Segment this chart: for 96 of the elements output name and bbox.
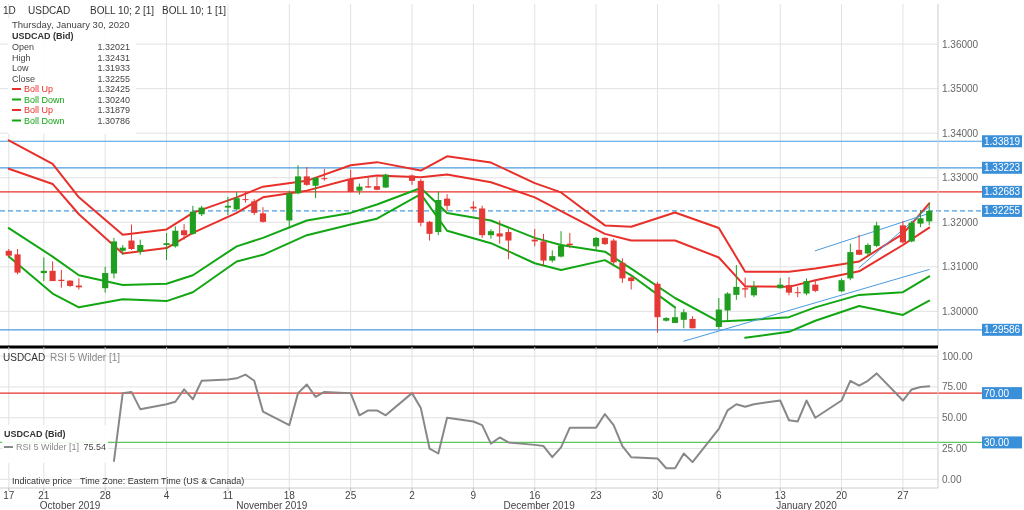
chart-title: USDCAD: [28, 5, 71, 16]
annotation: BOLL 10; 2 [1]: [90, 5, 155, 16]
candlestick: [540, 233, 547, 267]
legend-label: Boll Up: [24, 105, 54, 115]
annotation: 1.32425: [97, 84, 130, 94]
y-tick-label: 75.00: [942, 381, 968, 393]
x-tick-label: 25: [345, 490, 357, 501]
x-tick-label: 28: [99, 490, 112, 501]
annotation: 75.54: [83, 442, 106, 452]
annotation: Indicative price: [12, 476, 73, 486]
candlestick: [926, 202, 933, 226]
chart-title: USDCAD: [3, 352, 46, 363]
x-tick-label: 6: [716, 490, 723, 501]
x-tick-label: 2: [409, 490, 416, 501]
candlestick: [14, 248, 21, 275]
annotation: USDCAD (Bid): [4, 429, 66, 439]
candlestick: [172, 225, 179, 249]
line-series: [112, 372, 931, 470]
annotation: 1D: [3, 5, 16, 16]
ref-line-label: 70.00: [984, 387, 1010, 399]
x-tick-label: 16: [529, 490, 541, 501]
legend-label: Boll Down: [24, 115, 65, 126]
legend-label: RSI 5 Wilder [1]: [16, 442, 80, 452]
y-tick-label: 0.00: [942, 473, 962, 485]
x-tick-label: 4: [163, 490, 170, 501]
x-tick-label: 30: [651, 490, 664, 501]
x-tick-label: 21: [38, 490, 50, 501]
annotation: USDCAD (Bid): [12, 31, 74, 41]
ref-line-label: 1.33819: [984, 135, 1021, 147]
candlestick: [128, 224, 135, 251]
candlestick: [733, 264, 740, 301]
text: Low 1.31933: [12, 63, 130, 73]
candlestick: [224, 196, 231, 216]
ref-line-label: 1.32683: [984, 186, 1021, 198]
candlestick: [426, 220, 433, 242]
legend-label: Boll Up: [24, 84, 54, 94]
ref-line-label: 1.32255: [984, 205, 1021, 217]
y-tick-label: 1.32000: [942, 216, 979, 228]
candlestick: [312, 176, 319, 199]
candlestick: [899, 220, 906, 245]
candlestick: [680, 308, 687, 329]
y-tick-label: 50.00: [942, 412, 968, 424]
y-tick-label: 1.33000: [942, 172, 979, 184]
candlestick: [908, 220, 915, 243]
candlestick: [873, 221, 880, 248]
annotation: BOLL 10; 1 [1]: [162, 5, 227, 16]
y-tick-label: 100.00: [942, 350, 974, 362]
candlestick: [303, 166, 310, 187]
y-tick-label: 1.31000: [942, 261, 979, 273]
x-tick-label: 18: [283, 490, 296, 501]
y-tick-label: 1.35000: [942, 83, 979, 95]
legend-label: Boll Down: [24, 94, 65, 105]
candlestick: [163, 232, 170, 261]
x-tick-label: 17: [3, 490, 15, 501]
x-tick-label: 23: [590, 490, 603, 501]
candlestick: [557, 230, 565, 258]
ref-line-label: 30.00: [984, 436, 1010, 448]
y-tick-label: 1.30000: [942, 305, 979, 317]
candlestick: [233, 191, 240, 211]
y-tick-label: 1.34000: [942, 127, 979, 139]
ref-line-label: 1.29586: [984, 324, 1021, 336]
candlestick: [189, 205, 196, 236]
candlestick: [671, 307, 679, 324]
x-tick-label: 27: [897, 490, 909, 501]
candlestick: [610, 238, 617, 266]
candlestick: [856, 234, 863, 256]
text: Close 1.32255: [12, 73, 130, 84]
candlestick: [321, 168, 328, 182]
annotation: 1.31879: [97, 105, 130, 115]
text: High 1.32431: [12, 52, 130, 63]
chart-subtitle: RSI 5 Wilder [1]: [50, 352, 121, 363]
text: October 2019: [39, 500, 101, 510]
candlestick: [487, 228, 494, 240]
candlestick: [408, 174, 416, 186]
y-tick-label: 25.00: [942, 443, 968, 455]
x-tick-label: 13: [774, 490, 787, 501]
annotation: 1.30240: [97, 94, 130, 105]
candlestick: [181, 223, 188, 241]
candlestick: [750, 280, 757, 298]
annotation: Thursday, January 30, 2020: [12, 19, 130, 30]
candlestick: [102, 266, 109, 294]
ref-line-label: 1.33223: [984, 162, 1021, 174]
y-tick-label: 1.36000: [942, 38, 979, 50]
candlestick: [505, 228, 512, 260]
x-tick-label: 20: [836, 490, 848, 501]
annotation: Time Zone: Eastern Time (US & Canada): [80, 476, 245, 486]
text: Open 1.32021: [12, 42, 130, 52]
candlestick: [444, 193, 451, 212]
candlestick: [619, 257, 626, 284]
candlestick: [294, 164, 302, 195]
candlestick: [496, 219, 503, 245]
x-tick-label: 9: [470, 490, 477, 501]
x-tick-label: 11: [222, 490, 234, 501]
text: December 2019: [503, 500, 576, 510]
annotation: 1.30786: [97, 115, 130, 126]
text: November 2019: [236, 500, 308, 510]
